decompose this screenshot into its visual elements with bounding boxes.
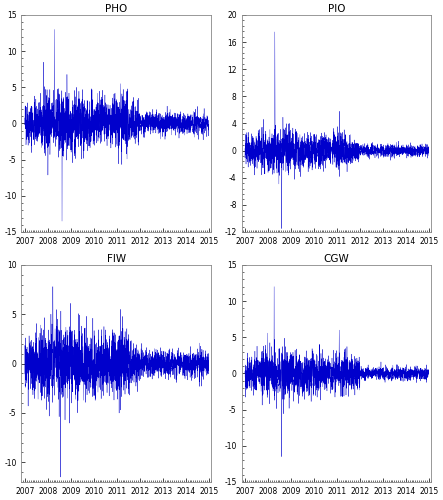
Title: FIW: FIW [107, 254, 126, 264]
Title: CGW: CGW [323, 254, 349, 264]
Title: PHO: PHO [105, 4, 127, 14]
Title: PIO: PIO [327, 4, 345, 14]
